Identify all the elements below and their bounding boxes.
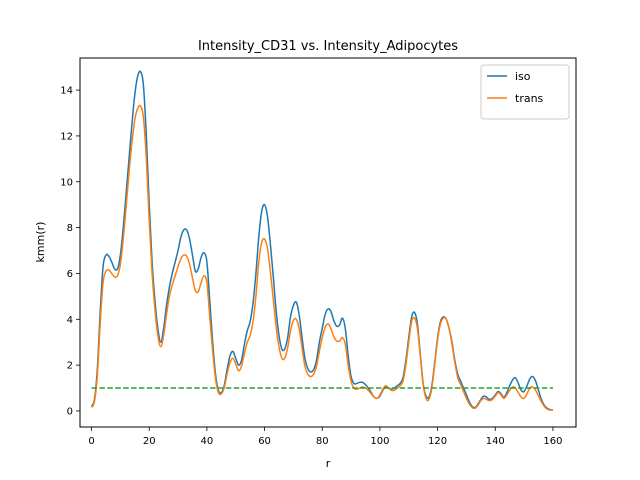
y-tick-label: 8 (67, 223, 73, 234)
x-tick-label: 20 (143, 436, 156, 447)
legend-box (480, 64, 570, 120)
x-tick-label: 80 (316, 436, 329, 447)
y-tick-label: 6 (67, 269, 73, 280)
legend-label-iso: iso (515, 70, 531, 83)
y-axis: 0 2 4 6 8 10 12 14 (60, 86, 80, 417)
legend-label-trans: trans (515, 92, 544, 105)
x-axis-label: r (326, 457, 331, 470)
y-tick-label: 2 (67, 361, 73, 372)
x-tick-label: 0 (88, 436, 94, 447)
y-tick-label: 4 (67, 315, 73, 326)
x-tick-label: 60 (258, 436, 271, 447)
plot-area (90, 70, 554, 412)
y-tick-label: 14 (60, 86, 73, 97)
x-tick-label: 160 (543, 436, 562, 447)
series-line-trans (90, 104, 553, 412)
x-tick-label: 40 (201, 436, 214, 447)
series-line-iso (90, 70, 554, 411)
y-tick-label: 12 (60, 131, 73, 142)
x-axis: 0 20 40 60 80 100 120 140 160 (88, 427, 562, 447)
chart-title: Intensity_CD31 vs. Intensity_Adipocytes (198, 39, 458, 54)
x-tick-label: 120 (428, 436, 447, 447)
plot-frame (79, 57, 577, 428)
x-tick-label: 100 (370, 436, 389, 447)
y-axis-label: kmm(r) (34, 222, 47, 263)
x-tick-label: 140 (486, 436, 505, 447)
y-tick-label: 0 (67, 406, 73, 417)
y-tick-label: 10 (60, 177, 73, 188)
legend: iso trans (480, 64, 570, 120)
